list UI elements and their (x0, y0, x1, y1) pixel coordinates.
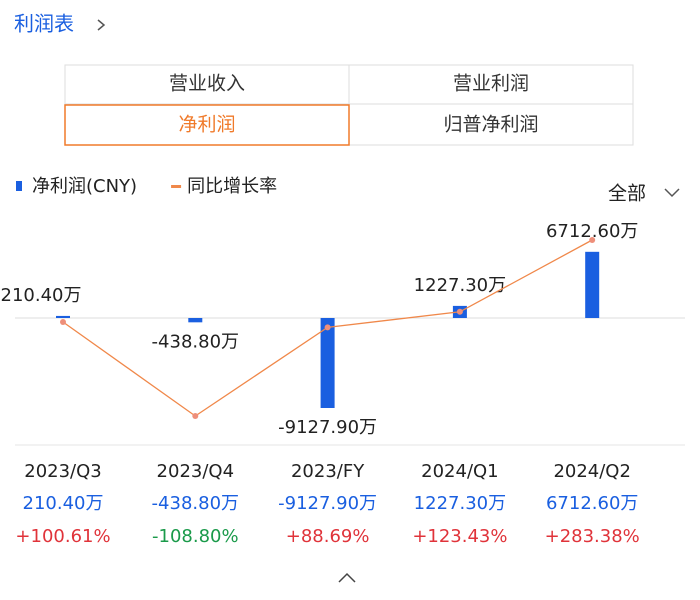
growth-cell: -108.80% (152, 526, 239, 547)
growth-point (456, 308, 463, 315)
legend-swatch (171, 185, 182, 188)
value-cell: 6712.60万 (546, 493, 638, 514)
value-cell: -438.80万 (152, 493, 239, 514)
title-arrow[interactable] (97, 19, 106, 31)
growth-point (324, 324, 331, 331)
growth-cell: +283.38% (545, 526, 640, 547)
tab[interactable]: 营业收入 (169, 73, 245, 95)
collapse-arrow[interactable] (338, 572, 356, 583)
category-label: 2023/Q3 (24, 461, 102, 482)
filter-arrow[interactable] (664, 188, 680, 198)
category-label: 2024/Q1 (421, 461, 499, 482)
bar (56, 315, 70, 318)
tab-active-box (64, 104, 350, 146)
legend-label: 净利润(CNY) (32, 176, 137, 197)
bar-label: -9127.90万 (278, 417, 377, 438)
bar-label: 1227.30万 (414, 275, 506, 296)
value-cell: 1227.30万 (414, 493, 506, 514)
bar (585, 251, 600, 318)
page-title[interactable]: 利润表 (14, 12, 74, 36)
value-cell: -9127.90万 (278, 493, 377, 514)
tab[interactable]: 归普净利润 (443, 114, 538, 136)
bar (188, 318, 203, 323)
growth-cell: +100.61% (15, 526, 110, 547)
value-cell: 210.40万 (23, 493, 104, 514)
category-label: 2023/Q4 (157, 461, 235, 482)
category-label: 2023/FY (291, 461, 365, 482)
growth-point (192, 413, 199, 419)
tab[interactable]: 营业利润 (453, 73, 529, 95)
bar (320, 318, 335, 408)
tab[interactable]: 净利润 (178, 114, 235, 136)
legend-label: 同比增长率 (187, 176, 277, 197)
bar-label: 210.40万 (1, 285, 82, 306)
category-label: 2024/Q2 (553, 461, 631, 482)
legend-swatch (16, 181, 22, 191)
filter[interactable]: 全部 (608, 183, 646, 205)
growth-cell: +88.69% (286, 526, 370, 547)
bar-label: 6712.60万 (546, 221, 638, 242)
growth-cell: +123.43% (412, 526, 507, 547)
bar-label: -438.80万 (152, 331, 239, 352)
growth-point (60, 319, 66, 326)
growth-point (589, 237, 596, 243)
